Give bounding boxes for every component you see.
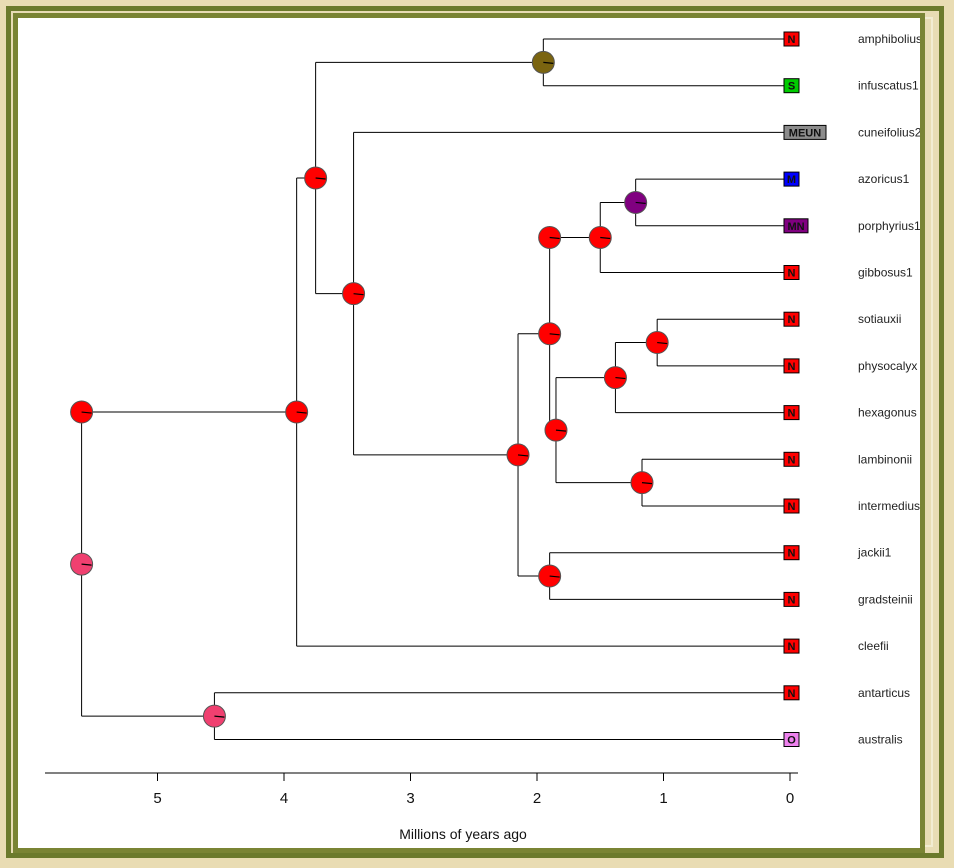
- tip-label: cuneifolius2: [858, 125, 920, 139]
- tip-state-box: [783, 451, 800, 467]
- tick-label: 5: [153, 790, 161, 807]
- tip-state-code: N: [788, 641, 796, 653]
- tip-state-box: [783, 498, 800, 514]
- tip-state-code: N: [788, 361, 796, 373]
- pie-slice-marker: [214, 715, 225, 718]
- pie-slice-marker: [549, 236, 560, 240]
- tip-label: australis: [858, 733, 903, 747]
- tip-state-code: N: [788, 34, 796, 46]
- tip-label: antarticus: [858, 686, 910, 700]
- tip-state-box: [783, 732, 800, 747]
- tip-state-box: [783, 545, 800, 561]
- tip-state-box: [783, 358, 800, 374]
- pie-slice-marker: [600, 236, 611, 240]
- tip-state-box: [783, 31, 800, 47]
- time-axis: 5 4 3 2 1 0: [45, 772, 798, 807]
- pie-slice-marker: [81, 563, 92, 566]
- tip-state-box: [783, 218, 809, 234]
- tip-label: amphibolius5: [858, 32, 920, 46]
- tick-label: 4: [280, 790, 288, 807]
- pie-slice-marker: [615, 376, 626, 380]
- tip-state-box: [783, 124, 827, 140]
- axis-title: Millions of years ago: [399, 826, 527, 842]
- tip-state-box: [783, 638, 800, 654]
- tip-state-box: [783, 265, 800, 280]
- pie-slice-marker: [543, 61, 554, 64]
- tip-state-code: N: [788, 454, 796, 466]
- pie-slice-marker: [81, 411, 92, 414]
- tip-state-code: N: [788, 314, 796, 326]
- tick-label: 0: [786, 790, 794, 807]
- tip-label: jackii1: [857, 546, 892, 560]
- pie-slice-marker: [315, 177, 326, 180]
- pie-slice-marker: [641, 482, 653, 485]
- tip-state-code: O: [787, 735, 796, 747]
- tip-state-code: N: [788, 501, 796, 513]
- tip-state-box: [783, 171, 800, 187]
- tip-state-box: [783, 78, 800, 94]
- tick-label: 1: [659, 790, 667, 807]
- tip-label: gibbosus1: [858, 266, 913, 280]
- tip-state-code: S: [788, 81, 795, 93]
- tip-label: gradsteinii: [858, 592, 913, 606]
- tip-label: physocalyx: [858, 359, 917, 373]
- pie-slice-marker: [657, 341, 668, 345]
- pie-slice-marker: [549, 333, 560, 336]
- tip-state-code: N: [788, 268, 796, 280]
- tip-state-code: M: [787, 174, 796, 186]
- tip-label: porphyrius1: [858, 219, 920, 233]
- pie-slice-marker: [555, 429, 567, 432]
- pie-slice-marker: [549, 575, 560, 578]
- tip-state-code: MEUN: [789, 127, 821, 139]
- pie-slice-marker: [296, 411, 307, 414]
- tip-state-code: N: [788, 408, 796, 420]
- node-pies: [70, 50, 669, 728]
- tip-label: hexagonus: [858, 406, 917, 420]
- tip-label: lambinonii: [858, 452, 912, 466]
- tick-label: 3: [406, 790, 414, 807]
- pie-slice-marker: [353, 293, 364, 296]
- tip-state-code: N: [788, 594, 796, 606]
- tick-label: 2: [533, 790, 541, 807]
- pie-slice-marker: [517, 454, 529, 457]
- tip-state-box: [783, 405, 800, 421]
- tip-state-box: [783, 591, 800, 607]
- tip-state-box: [783, 311, 800, 327]
- branches: [81, 38, 790, 740]
- tip-label: cleefii: [858, 639, 889, 653]
- pie-slice-marker: [635, 201, 646, 205]
- tip-state-code: N: [788, 688, 796, 700]
- tip-state-code: N: [788, 548, 796, 560]
- tip-state-code: MN: [787, 221, 804, 233]
- tip-label: intermedius: [858, 499, 920, 513]
- tip-label: azoricus1: [858, 172, 910, 186]
- tip-label: infuscatus1: [858, 79, 919, 93]
- tip-state-box: [783, 685, 800, 701]
- tip-label: sotiauxii: [858, 312, 901, 326]
